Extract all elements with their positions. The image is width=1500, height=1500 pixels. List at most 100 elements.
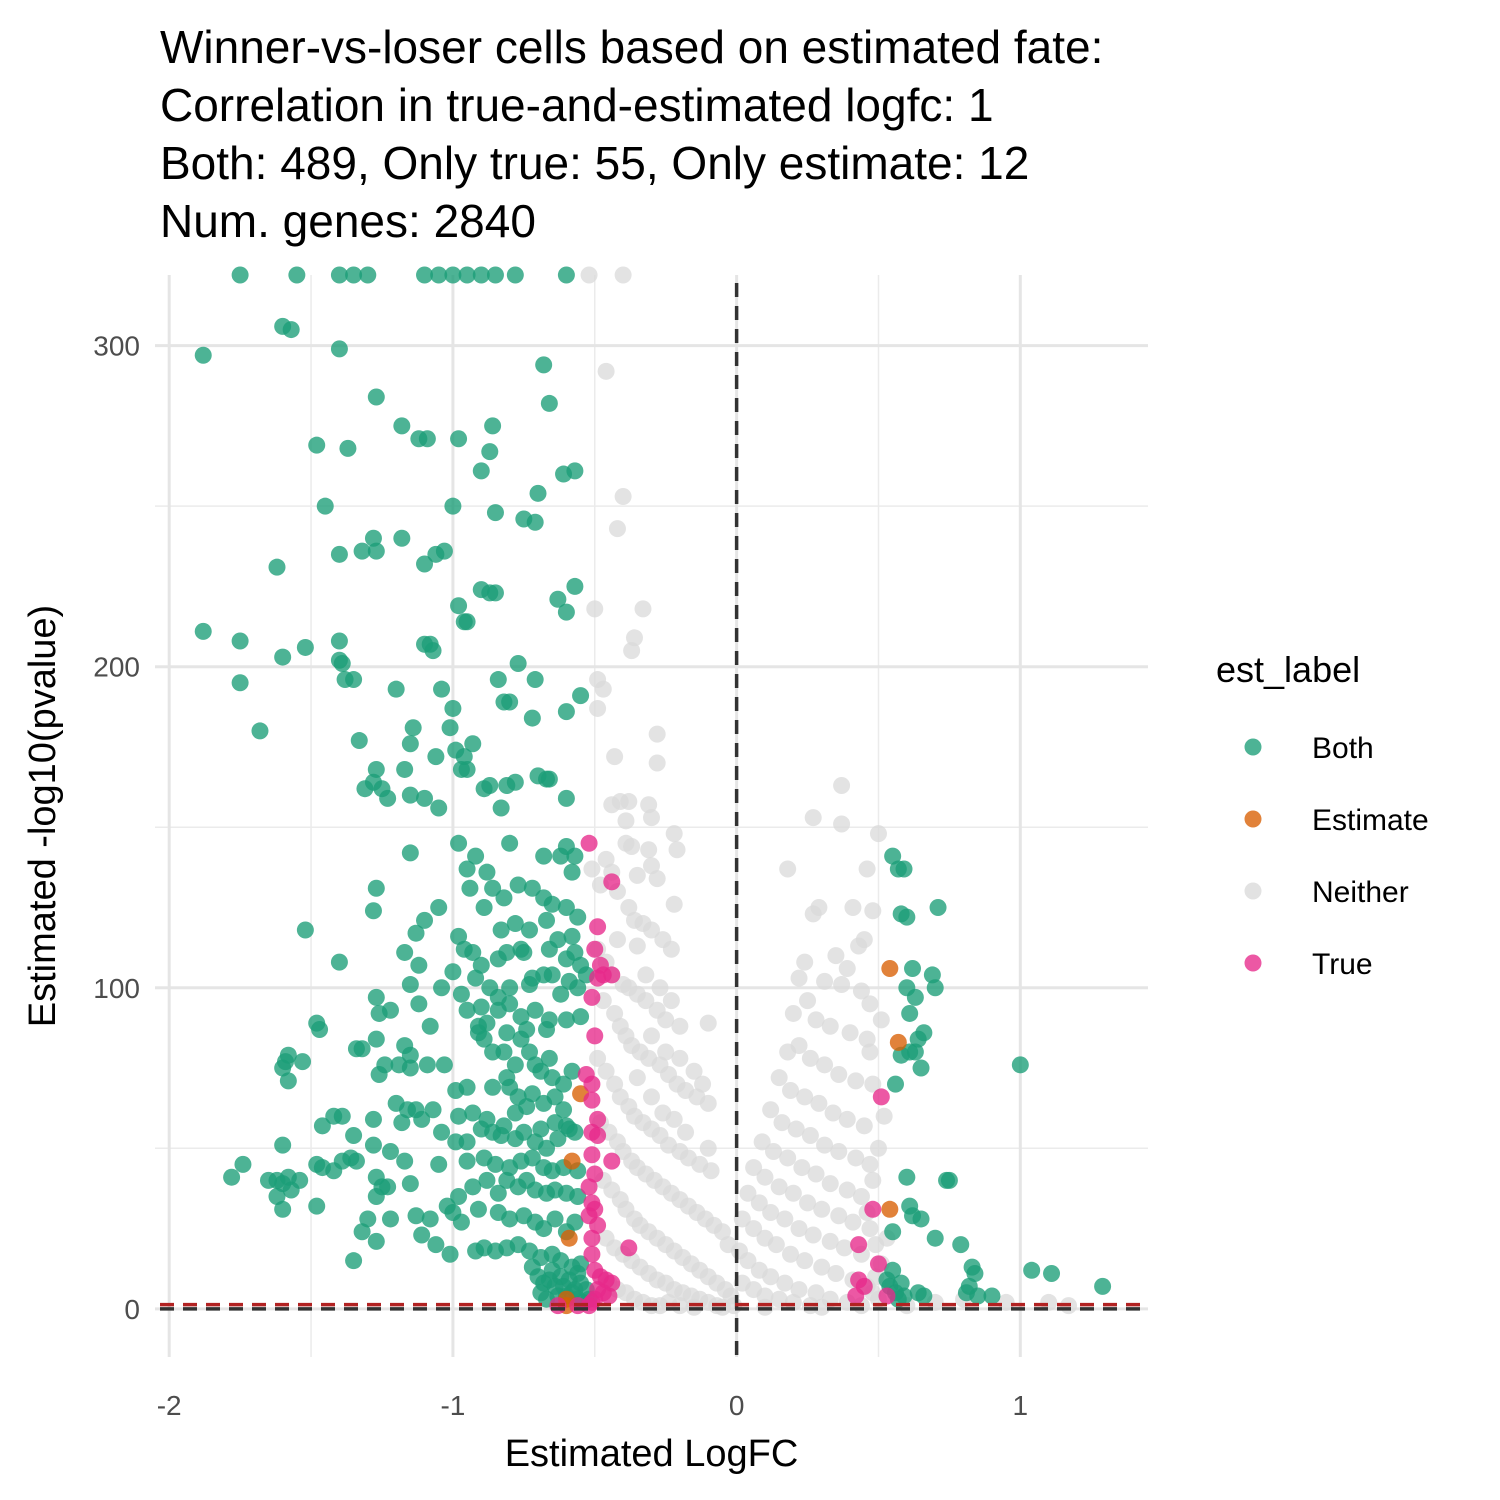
data-point-both [495, 889, 513, 907]
data-point-both [401, 1046, 419, 1064]
data-point-both [450, 430, 468, 448]
data-point-both [498, 943, 516, 961]
data-point-neither [580, 266, 598, 284]
series-neither [580, 266, 1078, 1316]
data-point-neither [750, 1194, 768, 1212]
data-point-neither [586, 600, 604, 618]
data-point-both [430, 799, 448, 817]
data-point-both [557, 703, 575, 721]
data-point-both [370, 1065, 388, 1083]
data-point-neither [753, 1133, 771, 1151]
y-tick-label: 100 [93, 973, 140, 1004]
data-point-both [418, 430, 436, 448]
data-point-both [569, 1265, 587, 1283]
data-point-estimate [563, 1152, 581, 1170]
data-point-neither [821, 1017, 839, 1035]
data-point-both [345, 671, 363, 689]
data-point-both [563, 927, 581, 945]
data-point-neither [628, 866, 646, 884]
data-point-neither [665, 895, 683, 913]
data-point-both [268, 558, 286, 576]
data-point-both [427, 1236, 445, 1254]
data-point-both [572, 1008, 590, 1026]
data-point-both [396, 943, 414, 961]
data-point-both [555, 1101, 573, 1119]
data-point-both [557, 266, 575, 284]
data-point-both [543, 966, 561, 984]
data-point-neither [767, 1236, 785, 1254]
data-point-true [583, 1075, 601, 1093]
data-point-both [364, 1110, 382, 1128]
data-point-neither [801, 1126, 819, 1144]
data-point-both [393, 417, 411, 435]
data-point-neither [784, 1004, 802, 1022]
legend-key-neither [1244, 882, 1262, 900]
data-point-both [401, 786, 419, 804]
data-point-neither [699, 1014, 717, 1032]
data-point-both [450, 1107, 468, 1125]
data-point-neither [858, 860, 876, 878]
data-point-neither [813, 1258, 831, 1276]
data-point-neither [793, 1159, 811, 1177]
data-point-neither [662, 940, 680, 958]
y-tick-label: 0 [124, 1294, 140, 1325]
data-point-both [381, 1001, 399, 1019]
data-point-both [367, 988, 385, 1006]
data-point-both [557, 899, 575, 917]
data-point-neither [830, 1143, 848, 1161]
data-point-both [915, 1287, 933, 1305]
data-point-true [620, 1239, 638, 1257]
data-point-neither [603, 796, 621, 814]
data-point-neither [756, 1168, 774, 1186]
data-point-both [557, 603, 575, 621]
data-point-both [557, 789, 575, 807]
data-point-both [441, 1245, 459, 1263]
data-point-both [416, 789, 434, 807]
data-point-both [364, 1136, 382, 1154]
data-point-both [223, 1168, 241, 1186]
data-point-both [464, 1178, 482, 1196]
data-point-neither [830, 1207, 848, 1225]
data-point-both [552, 985, 570, 1003]
data-point-both [231, 632, 249, 650]
data-point-both [330, 340, 348, 358]
data-point-both [421, 1210, 439, 1228]
data-point-neither [657, 1011, 675, 1029]
data-point-both [983, 1287, 1001, 1305]
data-point-neither [852, 1187, 870, 1205]
data-point-both [523, 1085, 541, 1103]
data-point-both [895, 860, 913, 878]
data-point-both [231, 266, 249, 284]
data-point-both [367, 542, 385, 560]
data-point-both [416, 266, 434, 284]
data-point-both [330, 266, 348, 284]
data-point-both [472, 956, 490, 974]
y-axis-label: Estimated -log10(pvalue) [22, 605, 64, 1027]
data-point-neither [875, 1107, 893, 1125]
data-point-both [906, 988, 924, 1006]
data-point-neither [847, 1072, 865, 1090]
data-point-neither [816, 1056, 834, 1074]
y-tick-label: 300 [93, 331, 140, 362]
data-point-estimate [881, 960, 899, 978]
data-point-neither [830, 1065, 848, 1083]
data-point-neither [628, 1069, 646, 1087]
data-point-both [452, 985, 470, 1003]
data-point-both [339, 439, 357, 457]
data-point-both [359, 266, 377, 284]
data-point-both [478, 863, 496, 881]
data-point-neither [776, 1210, 794, 1228]
data-point-neither [779, 1149, 797, 1167]
data-point-both [540, 394, 558, 412]
data-point-both [1023, 1261, 1041, 1279]
data-point-neither [623, 642, 641, 660]
data-point-both [538, 1021, 556, 1039]
data-point-both [427, 748, 445, 766]
data-point-both [401, 1059, 419, 1077]
data-point-neither [665, 1110, 683, 1128]
data-point-both [447, 1082, 465, 1100]
data-point-neither [620, 899, 638, 917]
data-point-both [515, 943, 533, 961]
data-point-neither [589, 1049, 607, 1067]
data-point-true [580, 1178, 598, 1196]
